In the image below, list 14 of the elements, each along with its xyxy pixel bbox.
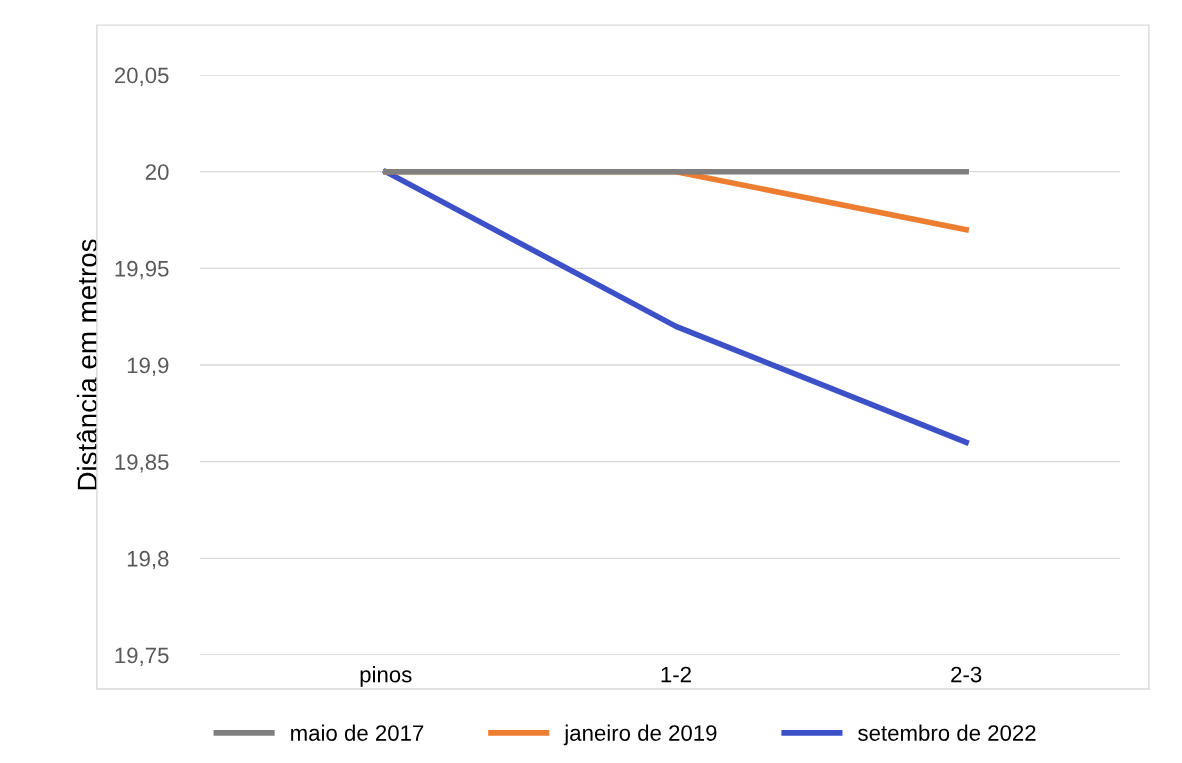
x-tick-label: pinos [360, 666, 412, 687]
y-tick-label: 19,95 [115, 260, 169, 280]
y-tick-label: 19,85 [115, 454, 169, 473]
y-tick-label: 19,9 [127, 357, 169, 376]
y-tick-label: 20 [145, 164, 169, 180]
x-tick-label: 1-2 [661, 666, 691, 683]
y-tick-label: 20,05 [114, 67, 169, 86]
y-tick-label: 19,8 [127, 550, 169, 570]
legend-label: setembro de 2022 [858, 724, 1036, 741]
x-tick-label: 2-3 [951, 666, 982, 683]
y-tick-label: 19,75 [115, 647, 169, 666]
legend-label: maio de 2017 [291, 724, 424, 741]
y-axis-title: Distância em metros [76, 239, 98, 490]
legend-label: janeiro de 2019 [563, 724, 717, 746]
